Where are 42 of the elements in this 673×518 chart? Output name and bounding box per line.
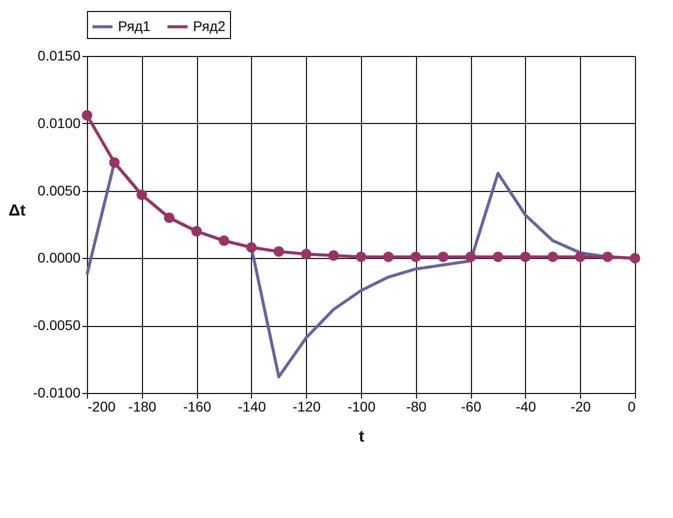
x-tick-label: -200 (88, 398, 116, 414)
x-tick-label: -180 (128, 398, 157, 414)
x-tick-label: -140 (238, 398, 266, 414)
x-tick-label: -20 (570, 398, 592, 414)
y-tick-label: 0.0000 (38, 250, 81, 266)
point (630, 252, 640, 264)
point (574, 252, 586, 262)
x-tick-label: -100 (347, 398, 376, 414)
x-tick-label: -60 (460, 398, 482, 414)
y-tick-label: -0.0100 (33, 384, 81, 400)
legend-label: Ряд1 (118, 18, 151, 34)
y-tick-label: 0.0050 (38, 182, 81, 198)
legend-label: Ряд2 (193, 18, 226, 34)
point (548, 252, 558, 262)
point (383, 252, 394, 262)
point (82, 110, 92, 121)
x-tick-label: 0 (628, 398, 636, 414)
x-axis-title: t (358, 428, 365, 446)
point (602, 252, 613, 262)
point (356, 252, 366, 262)
point (465, 252, 476, 262)
point (136, 190, 148, 200)
point (520, 252, 531, 262)
x-tick-label: -160 (183, 398, 212, 414)
x-tick-label: -40 (516, 398, 536, 414)
point (218, 235, 230, 246)
point (109, 157, 120, 168)
point (492, 252, 504, 262)
point (246, 242, 257, 253)
y-axis-title: Δt (8, 202, 26, 220)
point (410, 252, 422, 262)
y-tick-label: 0.0150 (38, 48, 81, 64)
x-tick-label: -80 (406, 398, 427, 414)
x-tick-label: -120 (292, 398, 321, 414)
point (164, 212, 174, 223)
y-tick-label: 0.0100 (38, 114, 81, 131)
point (328, 250, 339, 261)
point (438, 252, 448, 262)
point (274, 246, 284, 257)
point (300, 248, 312, 260)
point (191, 226, 202, 236)
y-tick-label: -0.0050 (33, 317, 81, 334)
